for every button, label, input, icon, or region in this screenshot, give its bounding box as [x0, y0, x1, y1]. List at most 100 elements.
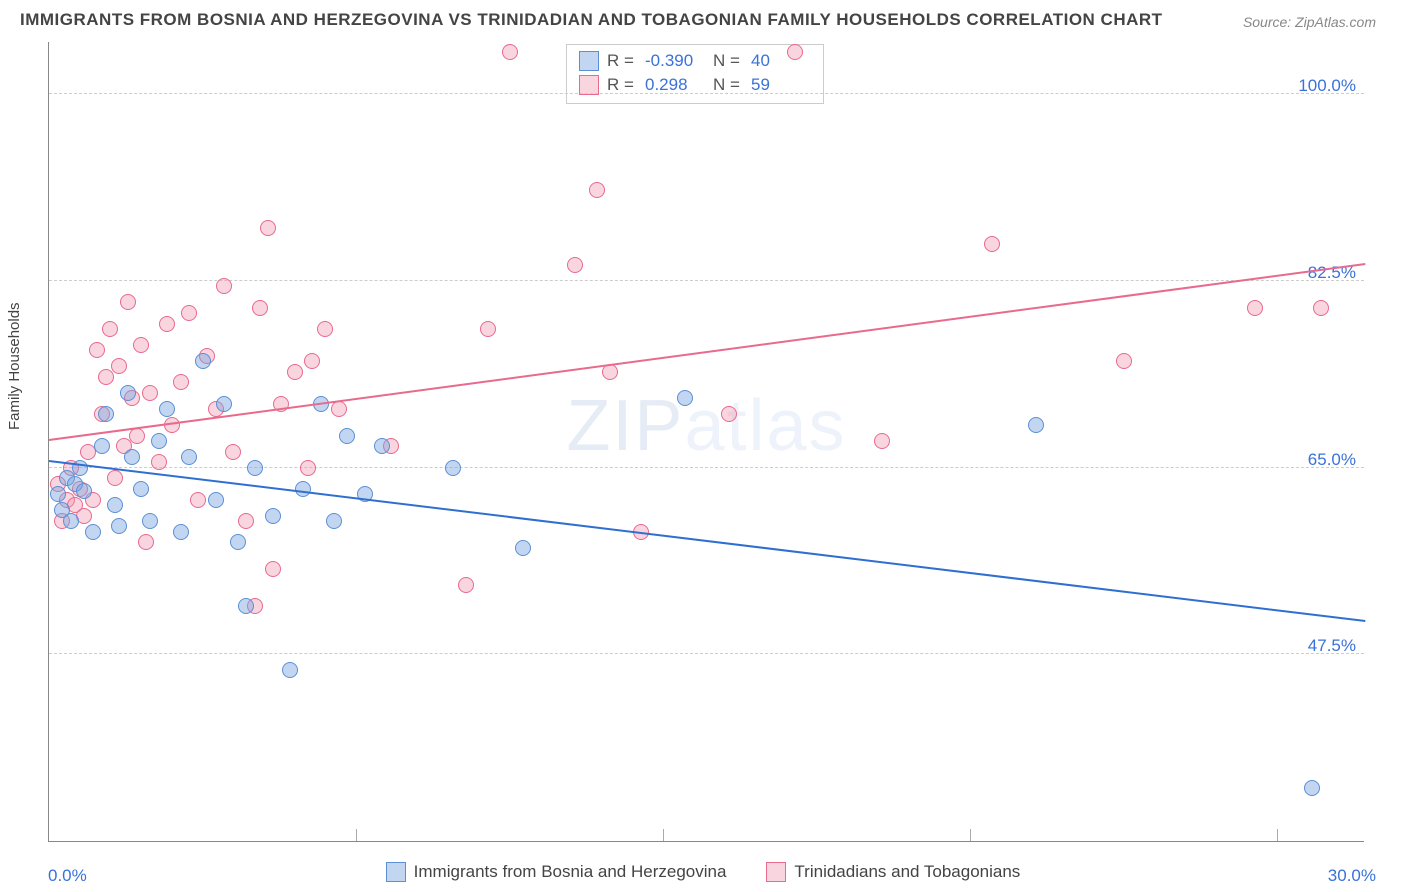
series-legend: Immigrants from Bosnia and Herzegovina Tr… — [0, 862, 1406, 882]
x-tick-mark — [356, 829, 357, 841]
data-point — [63, 513, 79, 529]
trend-line — [49, 263, 1365, 441]
data-point — [502, 44, 518, 60]
data-point — [567, 257, 583, 273]
data-point — [1116, 353, 1132, 369]
data-point — [173, 374, 189, 390]
data-point — [1313, 300, 1329, 316]
data-point — [480, 321, 496, 337]
data-point — [98, 369, 114, 385]
data-point — [589, 182, 605, 198]
data-point — [159, 316, 175, 332]
data-point — [287, 364, 303, 380]
data-point — [721, 406, 737, 422]
data-point — [265, 508, 281, 524]
series-legend-label: Trinidadians and Tobagonians — [794, 862, 1020, 882]
data-point — [151, 433, 167, 449]
data-point — [129, 428, 145, 444]
data-point — [190, 492, 206, 508]
chart-title: IMMIGRANTS FROM BOSNIA AND HERZEGOVINA V… — [20, 10, 1163, 30]
legend-r-label: R = — [607, 49, 637, 73]
data-point — [458, 577, 474, 593]
data-point — [181, 305, 197, 321]
data-point — [120, 385, 136, 401]
data-point — [247, 460, 263, 476]
data-point — [181, 449, 197, 465]
data-point — [445, 460, 461, 476]
data-point — [50, 486, 66, 502]
data-point — [216, 396, 232, 412]
plot-area: ZIPatlas R =-0.390N =40R =0.298N =59 47.… — [48, 42, 1364, 842]
series-legend-item: Trinidadians and Tobagonians — [766, 862, 1020, 882]
data-point — [1247, 300, 1263, 316]
data-point — [304, 353, 320, 369]
data-point — [142, 513, 158, 529]
data-point — [208, 492, 224, 508]
x-tick-mark — [970, 829, 971, 841]
data-point — [133, 481, 149, 497]
stats-legend: R =-0.390N =40R =0.298N =59 — [566, 44, 824, 104]
watermark-bold: ZIP — [566, 386, 684, 466]
y-tick-label: 65.0% — [1308, 450, 1356, 470]
legend-swatch — [579, 51, 599, 71]
data-point — [238, 513, 254, 529]
data-point — [151, 454, 167, 470]
data-point — [331, 401, 347, 417]
legend-row: R =-0.390N =40 — [579, 49, 811, 73]
data-point — [98, 406, 114, 422]
data-point — [515, 540, 531, 556]
legend-swatch — [579, 75, 599, 95]
gridline-horizontal — [49, 93, 1364, 94]
data-point — [94, 438, 110, 454]
data-point — [142, 385, 158, 401]
data-point — [111, 518, 127, 534]
series-legend-item: Immigrants from Bosnia and Herzegovina — [386, 862, 727, 882]
data-point — [677, 390, 693, 406]
legend-r-value: -0.390 — [645, 49, 705, 73]
data-point — [102, 321, 118, 337]
x-tick-mark — [663, 829, 664, 841]
data-point — [260, 220, 276, 236]
data-point — [138, 534, 154, 550]
data-point — [111, 358, 127, 374]
data-point — [317, 321, 333, 337]
data-point — [295, 481, 311, 497]
data-point — [1304, 780, 1320, 796]
source-label: Source: ZipAtlas.com — [1243, 14, 1376, 30]
y-tick-label: 100.0% — [1298, 76, 1356, 96]
legend-swatch — [766, 862, 786, 882]
data-point — [76, 483, 92, 499]
data-point — [984, 236, 1000, 252]
y-axis-label: Family Households — [6, 302, 23, 430]
data-point — [225, 444, 241, 460]
watermark: ZIPatlas — [566, 385, 846, 467]
data-point — [120, 294, 136, 310]
data-point — [339, 428, 355, 444]
data-point — [300, 460, 316, 476]
data-point — [124, 449, 140, 465]
data-point — [230, 534, 246, 550]
data-point — [173, 524, 189, 540]
data-point — [326, 513, 342, 529]
data-point — [107, 497, 123, 513]
data-point — [195, 353, 211, 369]
data-point — [282, 662, 298, 678]
data-point — [1028, 417, 1044, 433]
data-point — [133, 337, 149, 353]
legend-n-label: N = — [713, 49, 743, 73]
data-point — [216, 278, 232, 294]
gridline-horizontal — [49, 280, 1364, 281]
legend-swatch — [386, 862, 406, 882]
gridline-horizontal — [49, 653, 1364, 654]
data-point — [85, 524, 101, 540]
data-point — [374, 438, 390, 454]
data-point — [159, 401, 175, 417]
data-point — [89, 342, 105, 358]
watermark-thin: atlas — [684, 386, 846, 466]
data-point — [238, 598, 254, 614]
data-point — [107, 470, 123, 486]
data-point — [252, 300, 268, 316]
data-point — [265, 561, 281, 577]
data-point — [787, 44, 803, 60]
data-point — [874, 433, 890, 449]
